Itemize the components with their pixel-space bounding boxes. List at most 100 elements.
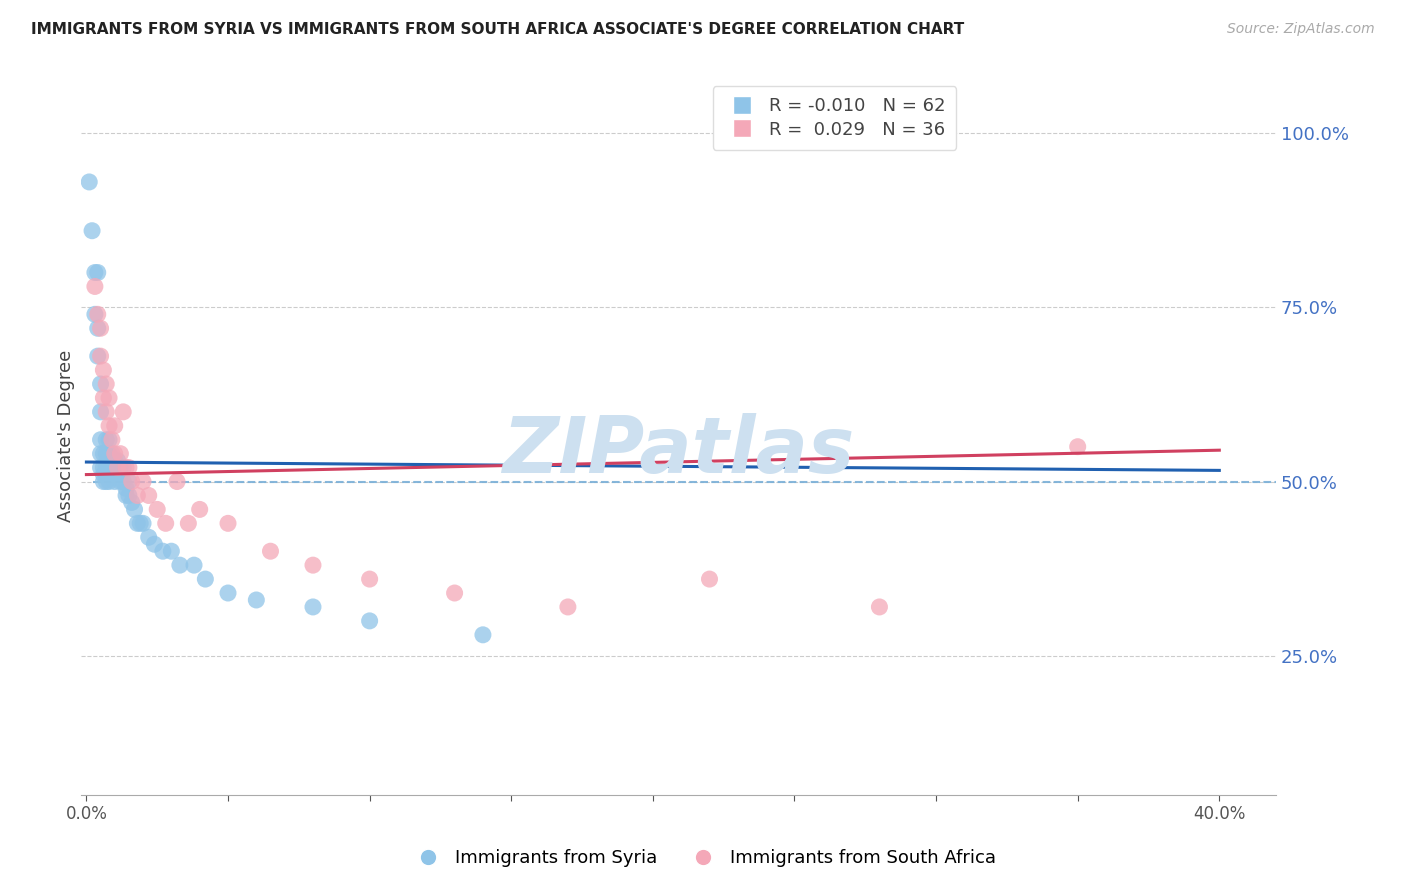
Point (194, 572, 217, 586)
Point (127, 488, 149, 502)
Point (104, 475, 127, 489)
Point (112, 460, 135, 475)
Point (90, 349, 112, 363)
Text: IMMIGRANTS FROM SYRIA VS IMMIGRANTS FROM SOUTH AFRICA ASSOCIATE'S DEGREE CORRELA: IMMIGRANTS FROM SYRIA VS IMMIGRANTS FROM… (31, 22, 965, 37)
Point (217, 586, 239, 600)
Point (87, 321, 110, 335)
Point (93, 391, 115, 405)
Point (127, 516, 149, 531)
Point (359, 614, 381, 628)
Point (699, 572, 721, 586)
Point (93, 363, 115, 377)
Point (93, 460, 115, 475)
Point (143, 537, 166, 551)
Point (245, 593, 267, 607)
Point (101, 460, 124, 475)
Point (118, 475, 141, 489)
Point (359, 572, 381, 586)
Point (101, 433, 124, 447)
Point (1067, 440, 1090, 454)
Point (90, 460, 112, 475)
Point (96, 475, 118, 489)
Point (471, 628, 494, 642)
Point (90, 321, 112, 335)
Point (146, 502, 169, 516)
Point (868, 599, 890, 614)
Point (557, 599, 579, 614)
Point (155, 516, 177, 531)
Point (96, 467, 118, 482)
Point (107, 460, 129, 475)
Point (83, 266, 105, 280)
Point (302, 558, 325, 573)
Point (443, 586, 465, 600)
Point (96, 460, 118, 475)
Point (90, 447, 112, 461)
Legend: Immigrants from Syria, Immigrants from South Africa: Immigrants from Syria, Immigrants from S… (404, 842, 1002, 874)
Point (93, 467, 115, 482)
Y-axis label: Associate's Degree: Associate's Degree (58, 351, 75, 523)
Point (98, 467, 121, 482)
Point (177, 516, 200, 531)
Point (83, 307, 105, 321)
Point (217, 516, 239, 531)
Point (98, 475, 121, 489)
Point (110, 460, 132, 475)
Point (302, 599, 325, 614)
Legend: R = -0.010   N = 62, R =  0.029   N = 36: R = -0.010 N = 62, R = 0.029 N = 36 (713, 87, 956, 150)
Text: ZIPatlas: ZIPatlas (502, 413, 855, 489)
Point (118, 488, 141, 502)
Point (138, 530, 160, 544)
Point (87, 349, 110, 363)
Point (104, 453, 127, 467)
Point (104, 467, 127, 482)
Point (98, 447, 121, 461)
Point (107, 467, 129, 482)
Point (132, 516, 155, 531)
Point (83, 279, 105, 293)
Point (98, 433, 121, 447)
Text: Source: ZipAtlas.com: Source: ZipAtlas.com (1227, 22, 1375, 37)
Point (115, 460, 138, 475)
Point (166, 475, 188, 489)
Point (90, 405, 112, 419)
Point (112, 475, 135, 489)
Point (132, 475, 155, 489)
Point (188, 502, 211, 516)
Point (80, 224, 103, 238)
Point (118, 460, 141, 475)
Point (160, 544, 183, 558)
Point (107, 460, 129, 475)
Point (96, 447, 118, 461)
Point (77, 175, 100, 189)
Point (112, 405, 135, 419)
Point (110, 475, 132, 489)
Point (98, 418, 121, 433)
Point (90, 376, 112, 391)
Point (104, 447, 127, 461)
Point (115, 488, 138, 502)
Point (138, 488, 160, 502)
Point (96, 405, 118, 419)
Point (96, 433, 118, 447)
Point (124, 502, 146, 516)
Point (101, 467, 124, 482)
Point (93, 447, 115, 461)
Point (121, 495, 143, 509)
Point (98, 460, 121, 475)
Point (121, 475, 143, 489)
Point (98, 391, 121, 405)
Point (87, 307, 110, 321)
Point (152, 544, 174, 558)
Point (107, 453, 129, 467)
Point (169, 558, 191, 573)
Point (129, 516, 152, 531)
Point (110, 467, 132, 482)
Point (101, 447, 124, 461)
Point (104, 418, 127, 433)
Point (259, 544, 281, 558)
Point (110, 447, 132, 461)
Point (93, 475, 115, 489)
Point (87, 266, 110, 280)
Point (183, 558, 205, 573)
